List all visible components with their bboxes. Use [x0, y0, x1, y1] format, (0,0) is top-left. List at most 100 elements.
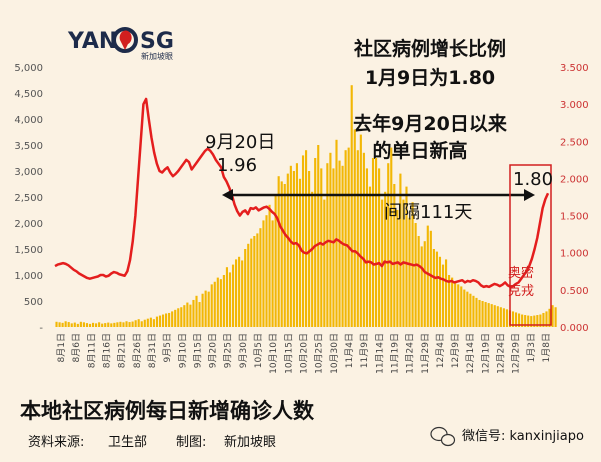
daily-cases-bar [396, 210, 399, 327]
daily-cases-bar [429, 230, 432, 327]
daily-cases-bar [478, 299, 481, 327]
left-tick-label: 4,000 [14, 115, 43, 126]
x-tick-label: 1月3日 [526, 333, 537, 362]
daily-cases-bar [301, 155, 305, 327]
daily-cases-bar [213, 281, 216, 327]
x-tick-label: 8月1日 [56, 333, 67, 362]
logo-q-icon [112, 27, 138, 53]
daily-cases-bar [268, 204, 271, 327]
daily-cases-bar [496, 306, 499, 327]
daily-cases-bar [292, 171, 295, 327]
daily-cases-bar [314, 158, 317, 327]
daily-cases-bar [399, 173, 402, 327]
daily-cases-bar [146, 318, 149, 327]
gap-label: 间隔111天 [384, 202, 472, 223]
daily-cases-bar [466, 291, 469, 327]
daily-cases-bar [244, 249, 247, 327]
daily-cases-bar [341, 165, 344, 327]
daily-cases-bar [204, 290, 207, 327]
daily-cases-bar [152, 319, 155, 327]
daily-cases-bar [511, 311, 515, 327]
daily-cases-bar [247, 243, 250, 327]
yansg-logo: YAN SG 新加坡眼 [67, 27, 174, 61]
x-tick-label: 9月15日 [192, 333, 203, 368]
x-tick-label: 8月6日 [71, 333, 82, 362]
daily-cases-bar [374, 158, 378, 327]
daily-cases-bar [548, 308, 551, 327]
x-tick-label: 12月14日 [465, 333, 476, 374]
right-tick-label: 3.500 [560, 63, 589, 74]
x-tick-label: 10月15日 [283, 333, 294, 374]
daily-cases-bar [408, 217, 411, 327]
x-tick-label: 9月5日 [162, 333, 173, 362]
daily-cases-bar [195, 295, 198, 327]
x-tick-label: 11月4日 [344, 333, 355, 368]
daily-cases-bar [326, 163, 329, 327]
daily-cases-bar [158, 315, 162, 327]
right-tick-label: 1.500 [560, 212, 589, 223]
source-value: 卫生部 [108, 435, 147, 450]
daily-cases-bar [393, 184, 396, 327]
x-axis: 8月1日 8月6日 8月11日 8月16日 8月21日 8月26日 8月31日 9月5日 9月1… [56, 333, 552, 374]
right-tick-label: 1.000 [560, 249, 589, 260]
daily-cases-bar [311, 191, 314, 327]
daily-cases-bar [64, 321, 67, 327]
peak-date-label: 9月20日 [205, 132, 275, 153]
daily-cases-bar [91, 322, 95, 327]
x-tick-label: 8月11日 [86, 333, 97, 368]
x-tick-label: 9月20日 [208, 333, 219, 368]
daily-cases-bar [417, 236, 420, 327]
daily-cases-bar [216, 277, 219, 327]
daily-cases-bar [435, 251, 438, 327]
x-tick-label: 12月29日 [511, 333, 522, 374]
daily-cases-bar [262, 220, 265, 327]
daily-cases-bar [551, 305, 554, 327]
daily-cases-bar [460, 286, 463, 327]
daily-cases-bar [463, 289, 466, 327]
daily-cases-bar [390, 147, 393, 327]
daily-cases-bar [554, 307, 557, 327]
left-tick-label: 3,000 [14, 167, 43, 178]
daily-cases-bar [122, 322, 125, 327]
logo-left-text: YAN [67, 29, 117, 54]
wechat-icon [430, 426, 456, 447]
daily-cases-bar [505, 309, 508, 327]
daily-cases-bar [332, 168, 335, 327]
daily-cases-bar [149, 317, 152, 327]
daily-cases-bar [514, 312, 518, 327]
daily-cases-bar [502, 308, 505, 327]
headline-line3: 去年9月20日以来 [353, 112, 507, 135]
x-tick-label: 11月29日 [420, 333, 431, 374]
daily-cases-bar [174, 309, 177, 327]
x-tick-label: 11月19日 [389, 333, 400, 374]
x-tick-label: 8月16日 [101, 333, 112, 368]
daily-cases-bar [207, 291, 210, 327]
daily-cases-bar [165, 313, 168, 327]
right-tick-label: 0.500 [560, 286, 589, 297]
wechat-id: 微信号: kanxinjiapo [462, 429, 584, 444]
daily-cases-bar [241, 260, 244, 327]
daily-cases-bar [490, 304, 493, 327]
daily-cases-bar [350, 85, 353, 327]
daily-cases-bar [286, 173, 289, 327]
daily-cases-bar [387, 163, 390, 327]
x-tick-label: 10月25日 [314, 333, 325, 374]
daily-cases-bar [88, 323, 92, 327]
omicron-highlight-box [509, 164, 552, 326]
daily-cases-bar [356, 150, 359, 327]
daily-cases-bar [137, 319, 140, 327]
x-tick-label: 11月14日 [374, 333, 385, 374]
daily-cases-bar [222, 275, 225, 327]
maker-value: 新加坡眼 [224, 434, 276, 450]
daily-cases-bar [344, 150, 347, 327]
right-axis: 0.000 0.500 1.000 1.500 2.000 2.500 3.000 3.500 [560, 63, 589, 334]
x-tick-label: 10月20日 [299, 333, 310, 374]
daily-cases-bar [125, 321, 128, 327]
daily-cases-bar [353, 129, 356, 327]
daily-cases-bar [177, 308, 180, 327]
daily-cases-bar [329, 152, 332, 327]
daily-cases-bar [493, 305, 496, 327]
daily-cases-bar [253, 236, 256, 327]
logo-map-icon [119, 30, 132, 50]
